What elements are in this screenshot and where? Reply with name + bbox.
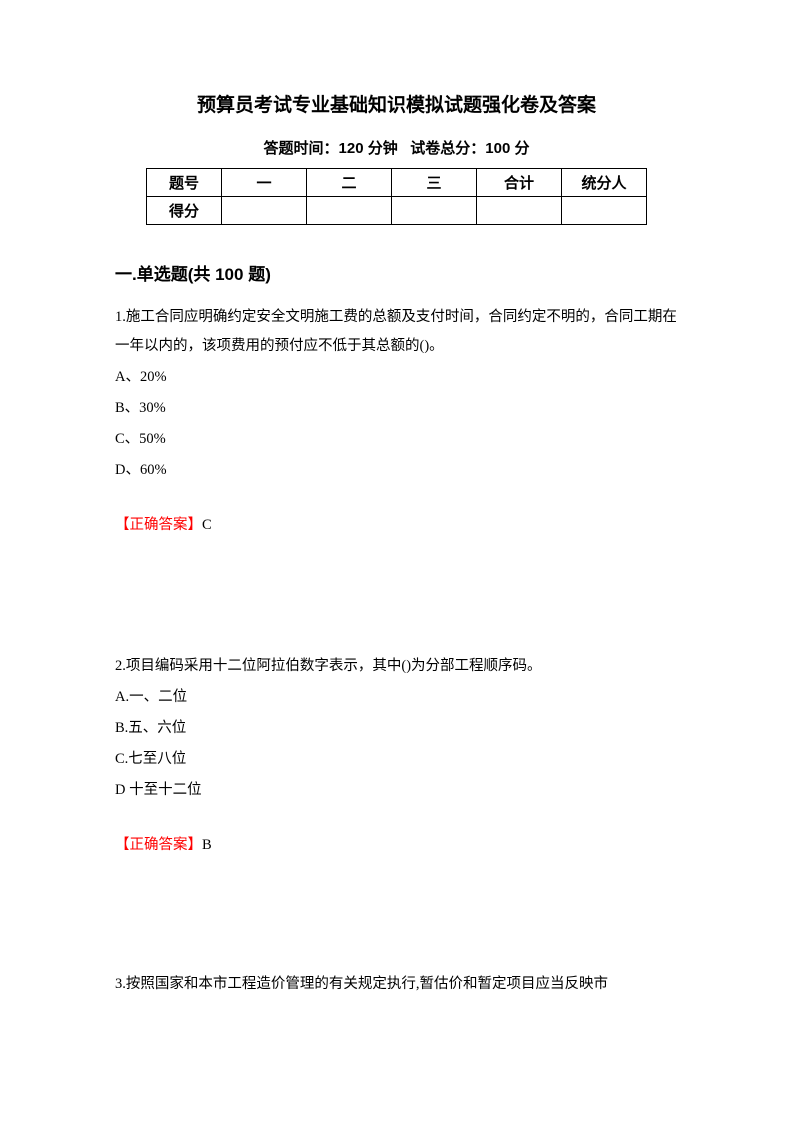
option-b: B.五、六位: [115, 714, 678, 743]
score-value: 100 分: [485, 140, 529, 157]
question-text: 2.项目编码采用十二位阿拉伯数字表示，其中()为分部工程顺序码。: [115, 652, 678, 681]
table-row: 得分: [147, 197, 647, 225]
score-label-cell: 得分: [147, 197, 222, 225]
question-text: 1.施工合同应明确约定安全文明施工费的总额及支付时间，合同约定不明的，合同工期在…: [115, 303, 678, 361]
answer-letter: B: [202, 837, 212, 853]
option-d: D 十至十二位: [115, 776, 678, 805]
header-cell: 统分人: [562, 169, 647, 197]
question-2: 2.项目编码采用十二位阿拉伯数字表示，其中()为分部工程顺序码。 A.一、二位 …: [115, 652, 678, 860]
exam-info: 答题时间：120 分钟 试卷总分：100 分: [115, 137, 678, 158]
answer-label: 【正确答案】: [115, 517, 202, 533]
answer-letter: C: [202, 517, 212, 533]
score-cell: [392, 197, 477, 225]
question-3: 3.按照国家和本市工程造价管理的有关规定执行,暂估价和暂定项目应当反映市: [115, 970, 678, 999]
score-cell: [477, 197, 562, 225]
answer: 【正确答案】B: [115, 831, 678, 860]
page-title: 预算员考试专业基础知识模拟试题强化卷及答案: [115, 90, 678, 117]
score-cell: [222, 197, 307, 225]
answer-label: 【正确答案】: [115, 837, 202, 853]
section-title: 一.单选题(共 100 题): [115, 260, 678, 285]
header-cell: 题号: [147, 169, 222, 197]
score-cell: [307, 197, 392, 225]
option-a: A、20%: [115, 363, 678, 392]
score-label: 试卷总分：: [410, 140, 485, 157]
score-table: 题号 一 二 三 合计 统分人 得分: [146, 168, 647, 225]
question-1: 1.施工合同应明确约定安全文明施工费的总额及支付时间，合同约定不明的，合同工期在…: [115, 303, 678, 540]
header-cell: 二: [307, 169, 392, 197]
option-c: C.七至八位: [115, 745, 678, 774]
time-value: 120 分钟: [339, 140, 398, 157]
question-text: 3.按照国家和本市工程造价管理的有关规定执行,暂估价和暂定项目应当反映市: [115, 970, 678, 999]
header-cell: 三: [392, 169, 477, 197]
time-label: 答题时间：: [264, 140, 339, 157]
option-b: B、30%: [115, 394, 678, 423]
option-a: A.一、二位: [115, 683, 678, 712]
header-cell: 一: [222, 169, 307, 197]
option-c: C、50%: [115, 425, 678, 454]
answer: 【正确答案】C: [115, 511, 678, 540]
table-row: 题号 一 二 三 合计 统分人: [147, 169, 647, 197]
option-d: D、60%: [115, 456, 678, 485]
score-cell: [562, 197, 647, 225]
header-cell: 合计: [477, 169, 562, 197]
